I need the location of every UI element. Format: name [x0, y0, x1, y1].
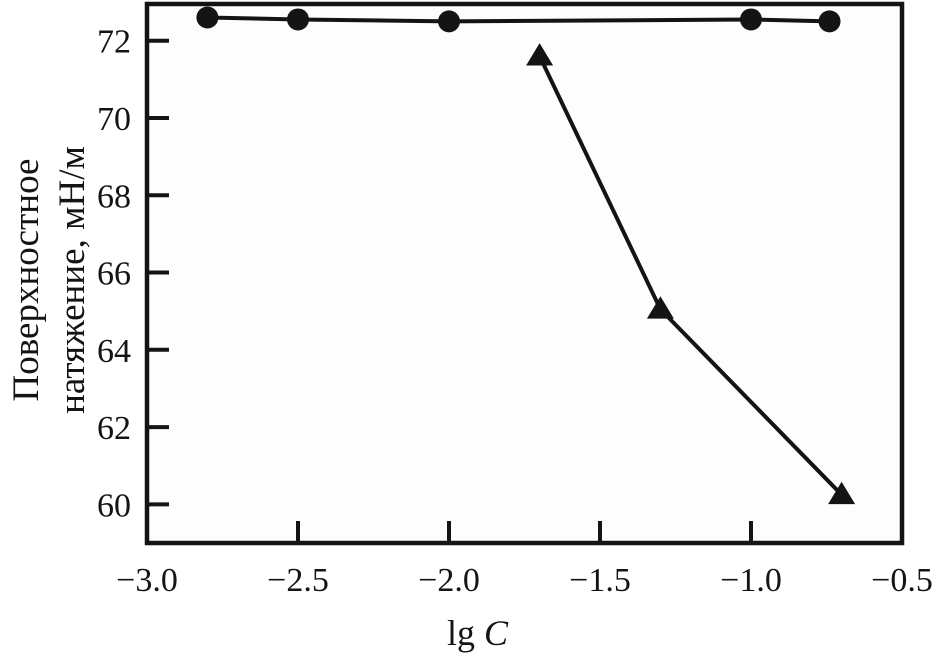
- plot-area-background: [147, 4, 902, 543]
- y-tick-label-70: 70: [97, 101, 131, 138]
- x-tick-label-4: −1.5: [569, 562, 631, 599]
- y-axis-title: Поверхностное натяжение, мН/м: [6, 146, 93, 414]
- series-circles-marker-5: [818, 10, 841, 33]
- series-circles: [196, 6, 841, 33]
- y-axis-tick-labels: 60 62 64 66 68 70 72: [97, 24, 131, 525]
- y-tick-label-64: 64: [97, 333, 131, 370]
- y-axis-title-line1: Поверхностное: [6, 159, 47, 402]
- x-axis-ticks: [296, 521, 753, 543]
- series-triangles-marker-3: [828, 481, 856, 505]
- y-axis-title-line2: натяжение, мН/м: [52, 146, 93, 414]
- x-tick-label-1: −3.0: [116, 562, 178, 599]
- series-circles-marker-1: [196, 6, 219, 29]
- x-axis-title-symbol: C: [484, 613, 509, 653]
- x-tick-label-3: −2.0: [418, 562, 480, 599]
- x-axis-tick-labels: −3.0 −2.5 −2.0 −1.5 −1.0 −0.5: [116, 562, 933, 599]
- series-circles-marker-2: [287, 8, 309, 31]
- series-circles-marker-4: [740, 8, 762, 31]
- x-tick-label-5: −1.0: [720, 562, 782, 599]
- y-tick-label-68: 68: [97, 178, 131, 215]
- y-tick-label-62: 62: [97, 410, 131, 447]
- y-tick-label-72: 72: [97, 24, 131, 61]
- y-tick-label-60: 60: [97, 487, 131, 524]
- y-tick-label-66: 66: [97, 256, 131, 293]
- x-axis-title: lg C: [447, 613, 509, 653]
- x-axis-title-prefix: lg: [447, 613, 475, 653]
- series-circles-marker-3: [438, 10, 460, 33]
- series-triangles-marker-2: [646, 296, 674, 319]
- x-tick-label-6: −0.5: [871, 562, 933, 599]
- data-series-layer: [196, 6, 856, 505]
- series-triangles-marker-1: [526, 43, 554, 66]
- series-triangles: [526, 43, 856, 505]
- x-tick-label-2: −2.5: [267, 562, 329, 599]
- y-axis-ticks: [147, 38, 169, 507]
